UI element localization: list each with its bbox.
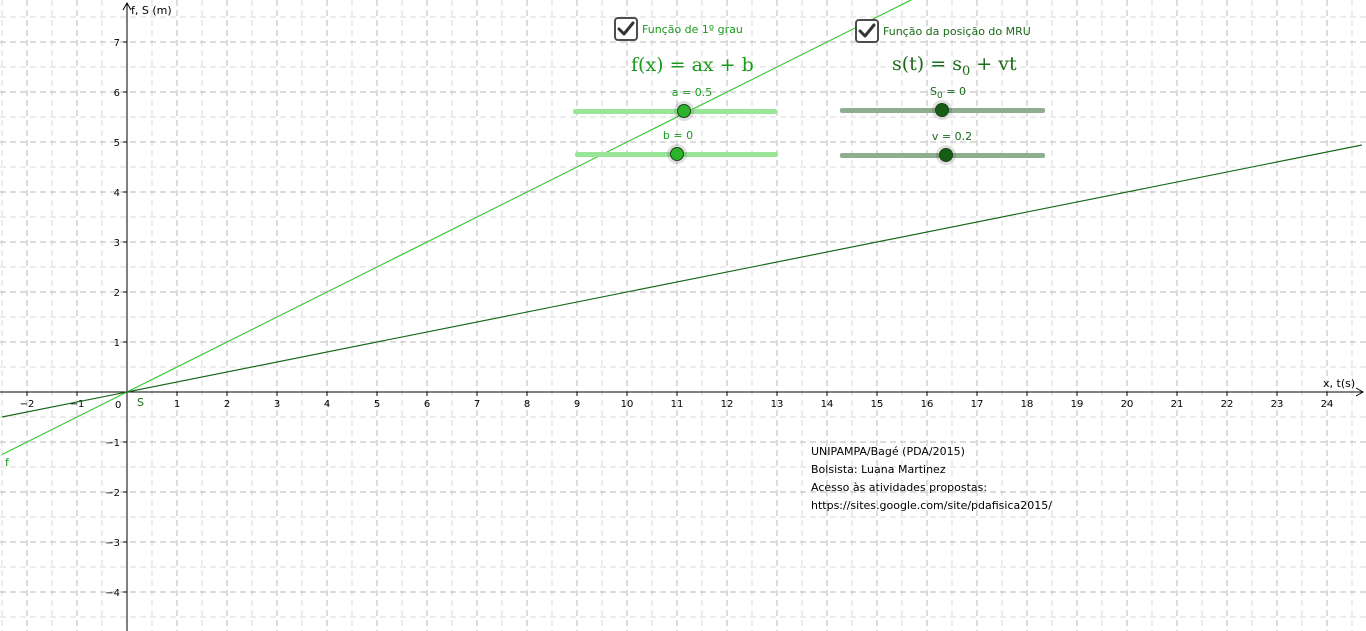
x-tick-label: 2 — [224, 399, 230, 410]
slider-b-knob[interactable] — [667, 144, 687, 164]
formula-lhs: s(t) = s — [892, 53, 962, 75]
credits-line-author: Bolsista: Luana Martinez — [811, 463, 946, 476]
x-tick-label: 22 — [1221, 399, 1234, 410]
x-tick-label: 8 — [524, 399, 530, 410]
checkbox-box[interactable] — [855, 19, 879, 43]
f-line-label[interactable]: f — [5, 456, 10, 469]
formula-text: f(x) = ax + b — [631, 54, 754, 76]
x-tick-label: 1 — [174, 399, 180, 410]
checkbox-box[interactable] — [614, 17, 638, 41]
slider-s0-knob[interactable] — [932, 100, 952, 120]
x-tick-label: −1 — [70, 399, 85, 410]
y-tick-label: 5 — [114, 138, 120, 149]
formula-mru-position: s(t) = s0 + vt — [892, 53, 1017, 79]
credits-link[interactable]: https://sites.google.com/site/pdafisica2… — [811, 499, 1052, 512]
checkmark-icon — [617, 21, 635, 36]
slider-a-track[interactable] — [573, 109, 777, 114]
x-tick-label: 9 — [574, 399, 580, 410]
checkbox-funcao-1-grau[interactable]: Função de 1º grau — [614, 17, 743, 41]
y-tick-label: 2 — [114, 288, 120, 299]
y-tick-label: 4 — [114, 188, 120, 199]
credits-text: UNIPAMPA/Bagé (PDA/2015) Bolsista: Luana… — [811, 443, 1052, 515]
y-tick-label: −4 — [105, 588, 120, 599]
x-axis-arrow-icon — [1355, 387, 1365, 397]
tick-labels: −2 −1 1 2 3 4 5 6 7 8 9 10 11 12 13 14 15 16 17 18 19 20 21 22 2… — [20, 38, 1334, 599]
x-axis-label: x, t(s) — [1323, 377, 1355, 390]
s0-label-sub: 0 — [937, 91, 943, 102]
y-tick-label: 7 — [114, 38, 120, 49]
credits-line-access: Acesso às atividades propostas: — [811, 481, 988, 494]
credits-line-institution: UNIPAMPA/Bagé (PDA/2015) — [811, 445, 965, 458]
x-tick-label: 24 — [1321, 399, 1334, 410]
checkbox-label: Função de 1º grau — [642, 22, 743, 36]
slider-v-label: v = 0.2 — [931, 130, 973, 143]
x-tick-label: 4 — [324, 399, 330, 410]
x-tick-label: 18 — [1021, 399, 1034, 410]
x-tick-label: 13 — [771, 399, 784, 410]
x-tick-label: 17 — [971, 399, 984, 410]
y-tick-label: −3 — [105, 538, 120, 549]
y-axis-arrow-icon — [122, 1, 132, 11]
slider-v-knob[interactable] — [936, 145, 956, 165]
s-line-label[interactable]: S — [137, 396, 144, 409]
y-tick-label: −1 — [105, 438, 120, 449]
checkbox-funcao-posicao-mru[interactable]: Função da posição do MRU — [855, 19, 1031, 43]
x-tick-label: 14 — [821, 399, 834, 410]
x-tick-label: 20 — [1121, 399, 1134, 410]
checkbox-label: Função da posição do MRU — [883, 24, 1031, 38]
x-tick-label: 7 — [474, 399, 480, 410]
slider-a-knob[interactable] — [674, 101, 694, 121]
y-tick-label: 6 — [114, 88, 120, 99]
x-tick-label: 16 — [921, 399, 934, 410]
x-tick-label: 21 — [1171, 399, 1184, 410]
slider-s0-label: S0 = 0 — [930, 85, 966, 101]
y-tick-label: 1 — [114, 338, 120, 349]
slider-b-label: b = 0 — [662, 129, 694, 142]
x-tick-label: 5 — [374, 399, 380, 410]
y-axis-label: f, S (m) — [131, 4, 172, 17]
x-tick-label: 3 — [274, 399, 280, 410]
formula-linear-function: f(x) = ax + b — [631, 54, 754, 76]
s0-label-main: S — [930, 85, 938, 98]
y-tick-label: −2 — [105, 488, 120, 499]
origin-label: 0 — [115, 400, 121, 411]
formula-subscript: 0 — [961, 63, 971, 79]
x-tick-label: 23 — [1271, 399, 1284, 410]
checkmark-icon — [858, 23, 876, 38]
x-tick-label: 12 — [721, 399, 734, 410]
x-tick-label: 10 — [621, 399, 634, 410]
x-tick-label: 15 — [871, 399, 884, 410]
x-tick-label: −2 — [20, 399, 35, 410]
x-tick-label: 6 — [424, 399, 430, 410]
x-tick-label: 19 — [1071, 399, 1084, 410]
slider-a-label: a = 0.5 — [671, 86, 713, 99]
formula-rhs: + vt — [970, 53, 1017, 75]
x-tick-label: 11 — [671, 399, 684, 410]
s0-label-rest: = 0 — [942, 85, 966, 98]
y-tick-label: 3 — [114, 238, 120, 249]
line-series-S — [1, 144, 1363, 418]
